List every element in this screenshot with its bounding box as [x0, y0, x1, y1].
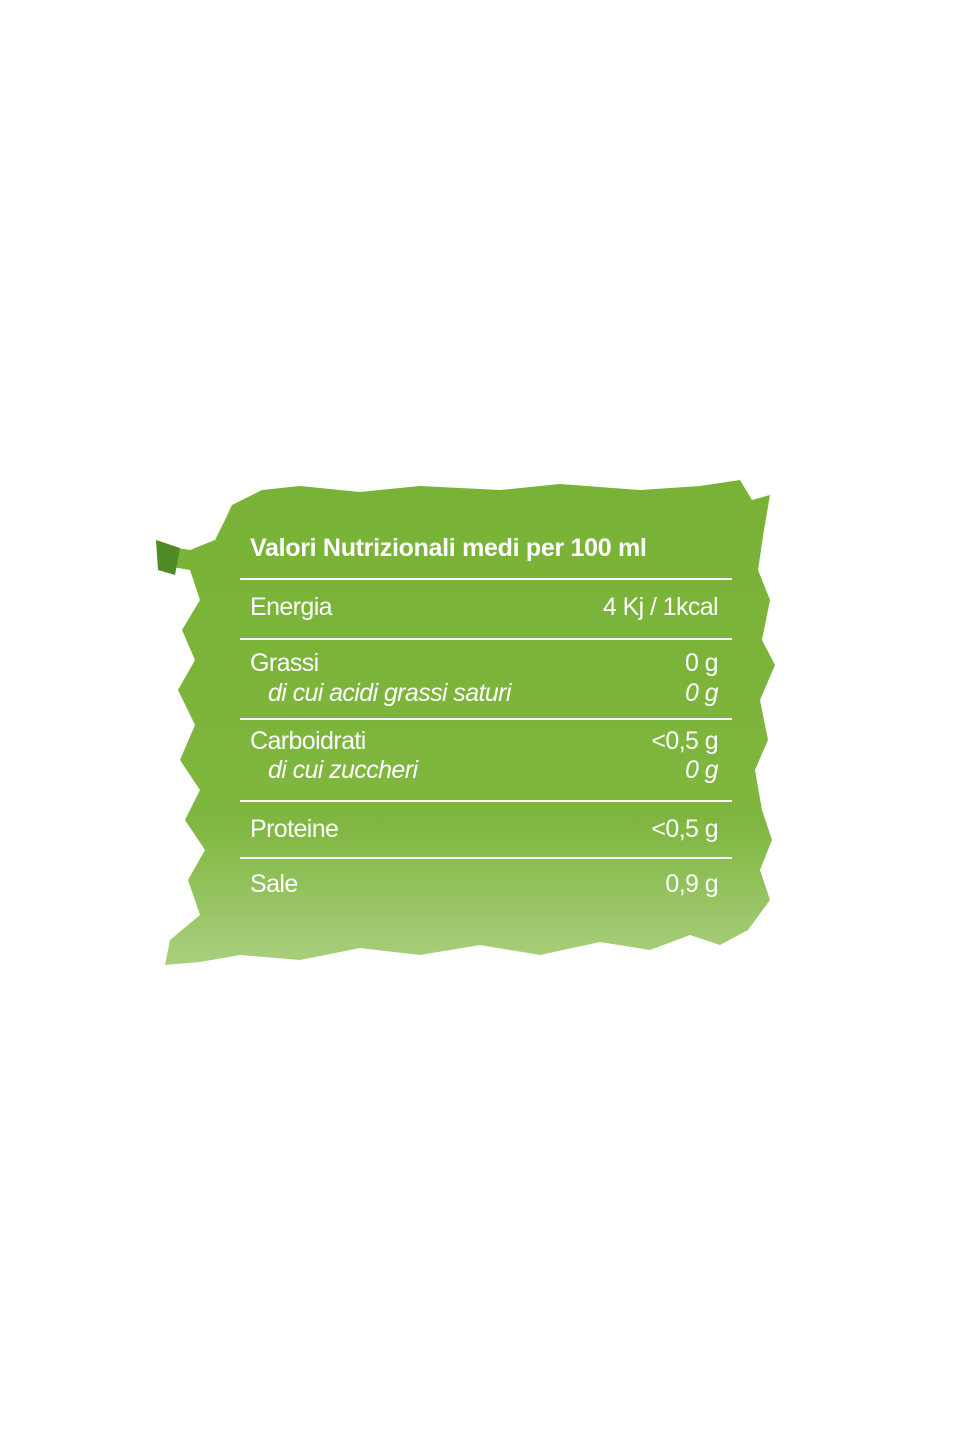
- title: Valori Nutrizionali medi per 100 ml: [250, 534, 647, 562]
- row-label: Carboidrati: [250, 727, 366, 755]
- row-label: Sale: [250, 870, 298, 898]
- divider: [240, 800, 732, 802]
- divider: [240, 718, 732, 720]
- sub-row-label: di cui acidi grassi saturi: [268, 679, 511, 707]
- divider: [240, 638, 732, 640]
- divider: [240, 578, 732, 580]
- row-label: Proteine: [250, 815, 339, 843]
- row-value: <0,5 g: [651, 815, 718, 843]
- row-value: 4 Kj / 1kcal: [602, 593, 719, 621]
- divider: [240, 857, 732, 859]
- sub-row-value: 0 g: [685, 756, 719, 784]
- row-label: Grassi: [250, 649, 319, 677]
- row-value: 0,9 g: [665, 870, 718, 898]
- row-value: <0,5 g: [651, 727, 718, 755]
- sub-row-value: 0 g: [685, 679, 719, 707]
- row-label: Energia: [250, 593, 333, 621]
- sub-row-label: di cui zuccheri: [268, 756, 418, 784]
- row-value: 0 g: [685, 649, 719, 677]
